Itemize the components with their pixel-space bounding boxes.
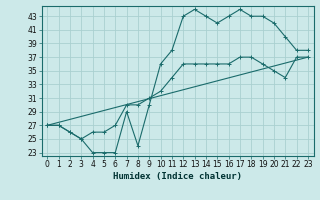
X-axis label: Humidex (Indice chaleur): Humidex (Indice chaleur) — [113, 172, 242, 181]
